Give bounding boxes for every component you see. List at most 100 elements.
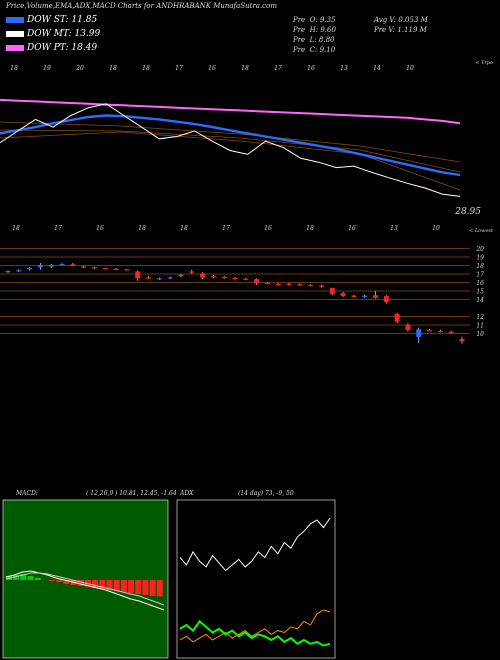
date-label-top: 18 — [142, 65, 150, 72]
candle-body — [254, 279, 260, 284]
date-label-bottom: 18 — [12, 225, 20, 232]
adx-line — [179, 517, 331, 572]
date-label-bottom: 16 — [96, 225, 104, 232]
candle-body — [351, 295, 357, 297]
macd-params: ( 12,26,9 ) 10.81, 12.45, -1.64 — [86, 490, 177, 497]
dow-st-line — [0, 114, 461, 177]
candle-body — [340, 293, 346, 297]
date-label-top: 16 — [208, 65, 216, 72]
ema-background-line — [0, 129, 461, 173]
candle-body — [427, 330, 433, 332]
price-tick-label: 19 — [476, 255, 484, 262]
candle-body — [189, 271, 195, 273]
macd-signal-line — [5, 572, 165, 606]
candle-body — [167, 277, 173, 279]
plus-di-line — [179, 609, 331, 643]
candle-body — [373, 295, 379, 298]
candle-body — [124, 269, 130, 271]
stat-low: Pre L: 8.80 — [293, 36, 334, 44]
stat-value: C: 9.10 — [309, 46, 336, 54]
macd-histogram-bar — [63, 580, 70, 584]
price-tick-label: 10 — [476, 331, 484, 338]
candle-body — [146, 277, 152, 279]
legend-label: DOW PT: 18.49 — [27, 43, 98, 53]
date-label-top: 14 — [373, 65, 381, 72]
date-label-top: 10 — [406, 65, 414, 72]
axis-label: < Lowest — [469, 228, 494, 234]
minus-di-line — [179, 619, 331, 647]
legend-swatch — [6, 16, 24, 23]
date-label-bottom: 13 — [390, 225, 398, 232]
macd-histogram-bar — [34, 578, 41, 580]
candle-body — [135, 271, 141, 279]
chart-title: Price,Volume,EMA,ADX,MACD Charts for AND… — [6, 2, 277, 10]
ema-background-line — [0, 131, 461, 191]
candle-body — [437, 330, 443, 333]
candle-body — [459, 339, 465, 342]
macd-histogram-bar — [142, 580, 149, 595]
legend-label: DOW ST: 11.85 — [27, 15, 98, 25]
macd-histogram-bar — [113, 580, 120, 591]
candle-body — [156, 278, 162, 280]
candle-body — [178, 274, 184, 277]
stat-label: Pre — [293, 36, 306, 44]
price-tick-label: 12 — [476, 314, 484, 321]
legend-dow-pt: DOW PT: 18.49 — [6, 43, 97, 53]
ema-background-line — [0, 121, 461, 163]
date-label-top: 17 — [274, 65, 282, 72]
macd-histogram-bar — [135, 580, 142, 594]
macd-histogram-bar — [99, 580, 106, 589]
price-tick-label: 18 — [476, 263, 484, 270]
date-label-top: 13 — [340, 65, 348, 72]
price-tick-label: 15 — [476, 289, 484, 296]
date-label-top: 20 — [75, 65, 84, 72]
adx-params: (14 day) 73, -9, 50 — [238, 490, 294, 497]
candle-body — [48, 265, 54, 267]
date-label-top: 16 — [307, 65, 315, 72]
candle-body — [405, 324, 411, 331]
date-label-top: 19 — [43, 65, 51, 72]
legend-label: DOW MT: 13.99 — [27, 29, 101, 39]
candle-body — [16, 270, 22, 272]
candle-body — [221, 276, 227, 279]
candle-body — [113, 268, 119, 271]
candle-body — [5, 271, 11, 273]
candle-body — [210, 276, 216, 278]
avg-volume: Avg V: 0.053 M — [374, 16, 428, 24]
candle-body — [59, 263, 65, 265]
macd-histogram-bar — [120, 580, 127, 592]
date-label-bottom: 17 — [222, 225, 230, 232]
macd-histogram-bar — [56, 580, 63, 582]
legend-dow-mt: DOW MT: 13.99 — [6, 29, 100, 39]
legend-swatch — [6, 30, 24, 37]
candle-body — [329, 288, 335, 294]
candle-body — [383, 296, 389, 303]
candle-body — [318, 285, 324, 287]
price-tick-label: 14 — [476, 297, 484, 304]
date-label-bottom: 10 — [432, 225, 440, 232]
price-tick-label: 16 — [476, 280, 484, 287]
stat-label: Pre — [293, 46, 306, 54]
candle-body — [243, 278, 249, 280]
macd-histogram-bar — [149, 580, 156, 596]
prev-volume: Pre V: 1.119 M — [374, 26, 427, 34]
date-label-top: 18 — [109, 65, 117, 72]
macd-histogram-bar — [27, 576, 34, 580]
candle-body — [27, 268, 33, 270]
macd-histogram-bar — [49, 580, 56, 581]
candle-body — [275, 283, 281, 285]
macd-histogram-bar — [128, 580, 135, 593]
date-label-bottom: 18 — [180, 225, 188, 232]
date-label-bottom: 18 — [138, 225, 146, 232]
price-tick-label: 17 — [476, 272, 484, 279]
stat-open: Pre O: 9.35 — [293, 16, 336, 24]
macd-histogram-bar — [92, 580, 99, 588]
candle-body — [308, 285, 314, 287]
candle-body — [200, 273, 206, 278]
date-label-bottom: 17 — [54, 225, 62, 232]
dow-pt-line — [0, 98, 461, 125]
stat-value: O: 9.35 — [309, 16, 336, 24]
date-label-top: 17 — [175, 65, 183, 72]
legend-swatch — [6, 44, 24, 51]
